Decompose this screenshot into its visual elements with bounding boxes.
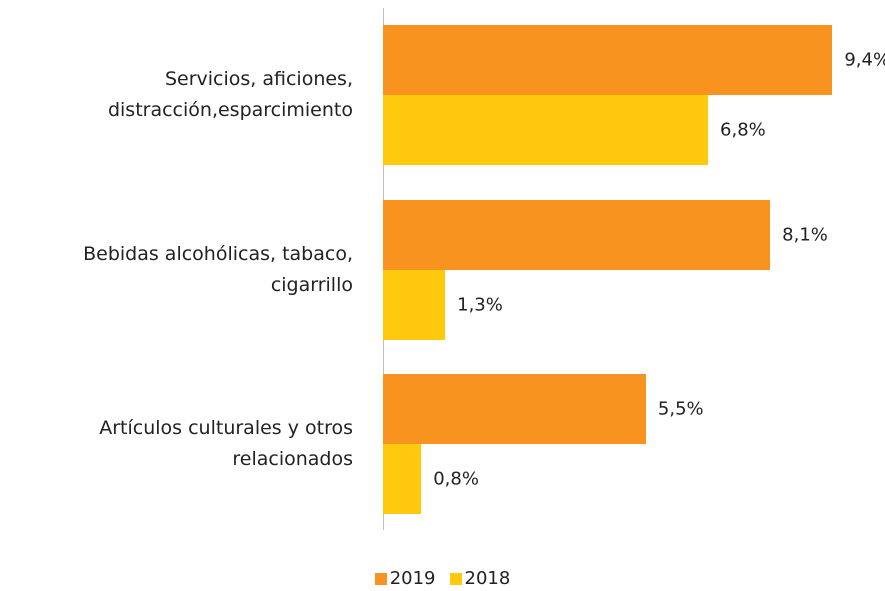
legend-label: 2018 bbox=[464, 568, 511, 589]
legend-item: 2018 bbox=[449, 568, 511, 589]
data-label: 0,8% bbox=[433, 468, 479, 490]
bar bbox=[383, 25, 833, 95]
legend-swatch bbox=[374, 572, 387, 585]
bar bbox=[383, 269, 446, 340]
data-label: 5,5% bbox=[657, 398, 704, 420]
data-label: 8,1% bbox=[782, 224, 828, 245]
category-label: Artículos culturales y otros relacionado… bbox=[99, 417, 353, 470]
category-label: Bebidas alcohólicas, tabaco, cigarrillo bbox=[83, 242, 353, 296]
legend-item: 2019 bbox=[374, 568, 436, 589]
bar bbox=[383, 444, 422, 514]
data-label: 1,3% bbox=[457, 294, 503, 315]
bar bbox=[383, 199, 771, 270]
legend: 2019 2018 bbox=[0, 568, 885, 589]
data-label: 9,4% bbox=[844, 49, 885, 71]
data-label: 6,8% bbox=[720, 119, 766, 141]
bar bbox=[383, 374, 646, 444]
category-label: Servicios, aficiones, distracción,esparc… bbox=[107, 68, 353, 121]
legend-swatch bbox=[449, 572, 462, 585]
bar bbox=[383, 95, 709, 165]
legend-label: 2019 bbox=[389, 568, 436, 589]
